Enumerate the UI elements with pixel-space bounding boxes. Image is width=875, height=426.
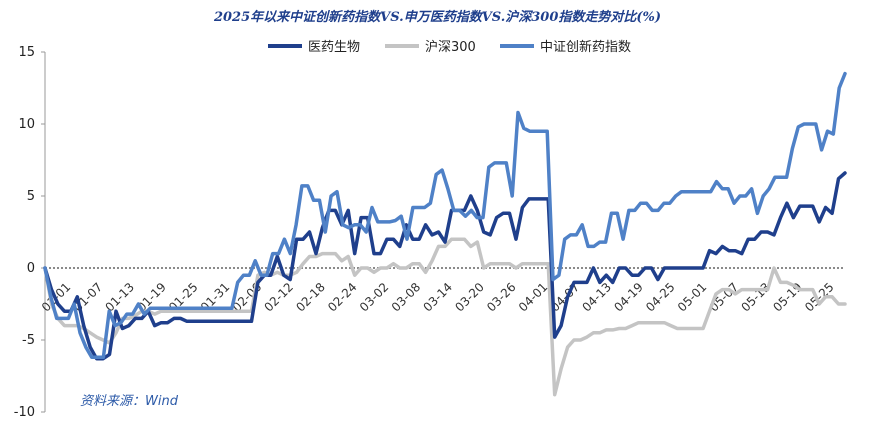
x-tick-label-2: 01-13 — [102, 280, 137, 315]
legend-swatch-0 — [268, 43, 302, 48]
y-tick-label-3: 0 — [27, 261, 35, 276]
x-tick-label-11: 03-08 — [389, 280, 424, 315]
legend-item-2: 中证创新药指数 — [500, 36, 631, 55]
x-tick-label-9: 02-24 — [325, 280, 360, 315]
y-tick-label-1: 10 — [18, 117, 35, 132]
source-note: 资料来源：Wind — [80, 394, 178, 409]
legend-label-1: 沪深300 — [425, 40, 476, 55]
y-tick-label-4: -5 — [22, 333, 35, 348]
y-tick-label-2: 5 — [27, 189, 35, 204]
series-line-1 — [43, 237, 847, 397]
x-tick-label-18: 04-19 — [611, 280, 646, 315]
y-tick-label-0: 15 — [18, 45, 35, 60]
chart-title: 2025年以来中证创新药指数VS.申万医药指数VS.沪深300指数走势对比(%) — [213, 10, 662, 25]
legend-item-0: 医药生物 — [268, 36, 360, 55]
x-tick-label-20: 05-01 — [675, 280, 710, 315]
x-tick-label-12: 03-14 — [420, 280, 455, 315]
series-line-2 — [43, 71, 847, 360]
legend-swatch-2 — [500, 43, 534, 48]
x-tick-label-17: 04-13 — [579, 280, 614, 315]
series-line-0 — [43, 171, 847, 361]
y-tick-label-5: -10 — [14, 405, 35, 420]
legend-label-0: 医药生物 — [308, 40, 361, 55]
x-tick-label-8: 02-18 — [293, 280, 328, 315]
x-tick-label-7: 02-12 — [261, 280, 296, 315]
x-tick-label-10: 03-02 — [357, 280, 392, 315]
x-tick-label-13: 03-20 — [452, 280, 487, 315]
legend-swatch-1 — [385, 43, 419, 48]
x-tick-label-19: 04-25 — [643, 280, 678, 315]
x-tick-label-23: 05-19 — [770, 280, 805, 315]
legend-item-1: 沪深300 — [385, 36, 476, 55]
x-tick-label-15: 04-01 — [516, 280, 551, 315]
x-tick-label-14: 03-26 — [484, 280, 519, 315]
legend-label-2: 中证创新药指数 — [540, 40, 632, 55]
